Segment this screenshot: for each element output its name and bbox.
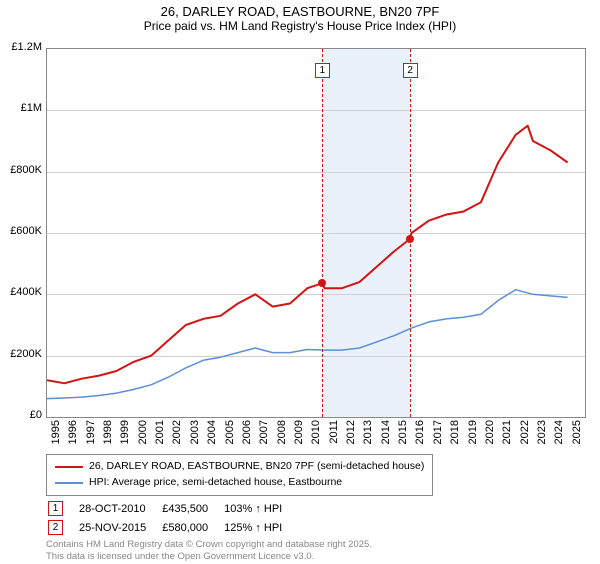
event-row-1: 1 28-OCT-2010 £435,500 103% ↑ HPI — [48, 500, 296, 517]
legend-row-1: 26, DARLEY ROAD, EASTBOURNE, BN20 7PF (s… — [55, 459, 424, 475]
footer: Contains HM Land Registry data © Crown c… — [46, 539, 372, 562]
event-date-1: 28-OCT-2010 — [79, 500, 160, 517]
event-date-2: 25-NOV-2015 — [79, 519, 160, 536]
chart-title-line2: Price paid vs. HM Land Registry's House … — [0, 19, 600, 33]
chart-plot-area: 12 — [46, 48, 586, 418]
legend-row-2: HPI: Average price, semi-detached house,… — [55, 475, 424, 491]
event-delta-2: 125% ↑ HPI — [224, 519, 296, 536]
event-row-2: 2 25-NOV-2015 £580,000 125% ↑ HPI — [48, 519, 296, 536]
event-price-1: £435,500 — [162, 500, 222, 517]
legend-label-2: HPI: Average price, semi-detached house,… — [89, 475, 342, 491]
events-table: 1 28-OCT-2010 £435,500 103% ↑ HPI 2 25-N… — [46, 498, 298, 538]
footer-line-1: Contains HM Land Registry data © Crown c… — [46, 539, 372, 550]
event-marker-1: 1 — [48, 501, 63, 516]
event-delta-1: 103% ↑ HPI — [224, 500, 296, 517]
chart-title-line1: 26, DARLEY ROAD, EASTBOURNE, BN20 7PF — [0, 4, 600, 19]
legend: 26, DARLEY ROAD, EASTBOURNE, BN20 7PF (s… — [46, 454, 586, 496]
legend-label-1: 26, DARLEY ROAD, EASTBOURNE, BN20 7PF (s… — [89, 459, 424, 475]
series-svg — [47, 49, 585, 417]
legend-box: 26, DARLEY ROAD, EASTBOURNE, BN20 7PF (s… — [46, 454, 433, 496]
event-marker-2: 2 — [48, 520, 63, 535]
legend-swatch-1 — [55, 466, 83, 468]
event-price-2: £580,000 — [162, 519, 222, 536]
legend-swatch-2 — [55, 482, 83, 484]
footer-line-2: This data is licensed under the Open Gov… — [46, 551, 372, 562]
